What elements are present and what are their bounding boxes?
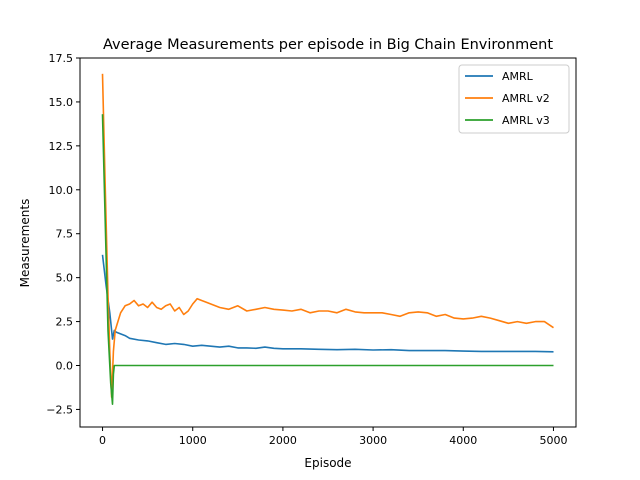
series-line-1 <box>101 254 554 353</box>
x-tick-label: 3000 <box>359 434 387 447</box>
x-axis-ticks: 0 1000 2000 3000 4000 5000 <box>99 427 567 447</box>
legend-items: AMRL AMRL v2 AMRL v3 <box>465 70 550 127</box>
x-tick-label: 1000 <box>179 434 207 447</box>
legend-label: AMRL <box>502 70 534 83</box>
legend-label: AMRL v2 <box>502 92 550 105</box>
y-tick-label: 7.5 <box>56 228 74 241</box>
x-axis-label: Episode <box>304 456 351 470</box>
y-tick-label: 0.0 <box>56 360 74 373</box>
y-tick-label: 10.0 <box>49 184 74 197</box>
x-tick-label: 0 <box>99 434 106 447</box>
y-tick-label: 17.5 <box>49 52 74 65</box>
chart-title: Average Measurements per episode in Big … <box>103 37 553 53</box>
y-tick-label: 2.5 <box>56 316 74 329</box>
x-tick-label: 5000 <box>539 434 567 447</box>
y-tick-label: 15.0 <box>49 96 74 109</box>
legend-label: AMRL v3 <box>502 114 550 127</box>
y-axis-label: Measurements <box>18 199 32 288</box>
y-axis-ticks: −2.5 0.0 2.5 5.0 7.5 10.0 12.5 15.0 17.5 <box>46 52 80 416</box>
series-line-3 <box>101 114 554 406</box>
plot-lines <box>101 73 554 406</box>
legend-frame <box>458 64 570 134</box>
x-tick-label: 2000 <box>269 434 297 447</box>
y-tick-label: −2.5 <box>46 403 73 416</box>
y-tick-label: 12.5 <box>49 140 74 153</box>
legend: AMRL AMRL v2 AMRL v3 <box>458 64 570 134</box>
axes-frame <box>79 57 577 428</box>
x-tick-label: 4000 <box>449 434 477 447</box>
y-tick-label: 5.0 <box>56 272 74 285</box>
series-line-2 <box>101 73 554 398</box>
